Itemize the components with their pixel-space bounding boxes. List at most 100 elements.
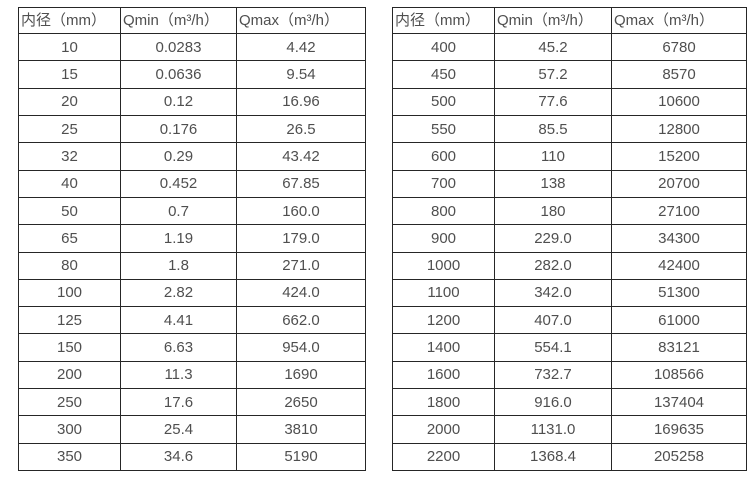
table-cell: 400 xyxy=(392,32,495,62)
table-cell: 65 xyxy=(18,224,121,253)
table-cell: 34300 xyxy=(611,224,747,253)
column-header: Qmax（m³/h） xyxy=(236,7,366,34)
column-header: Qmax（m³/h） xyxy=(611,7,747,34)
table-cell: 25 xyxy=(18,114,121,144)
table-row: 600 110 15200 xyxy=(392,142,747,171)
table-row: 1800 916.0 137404 xyxy=(392,388,747,417)
table-cell: 271.0 xyxy=(236,251,366,280)
table-cell: 57.2 xyxy=(494,60,612,89)
table-row: 40 0.452 67.85 xyxy=(18,169,366,198)
table-row: 150 6.63 954.0 xyxy=(18,333,366,362)
table-cell: 110 xyxy=(494,142,612,171)
table-cell: 43.42 xyxy=(236,142,366,171)
table-row: 2200 1368.4 205258 xyxy=(392,442,747,472)
table-cell: 15200 xyxy=(611,142,747,171)
table-cell: 2650 xyxy=(236,388,366,417)
table-cell: 26.5 xyxy=(236,114,366,144)
table-cell: 40 xyxy=(18,169,121,198)
table-row: 1100 342.0 51300 xyxy=(392,278,747,308)
column-header: Qmin（m³/h） xyxy=(120,7,237,34)
table-cell: 16.96 xyxy=(236,87,366,116)
table-cell: 0.176 xyxy=(120,114,237,144)
table-cell: 1200 xyxy=(392,306,495,335)
table-row: 80 1.8 271.0 xyxy=(18,251,366,280)
table-cell: 51300 xyxy=(611,278,747,308)
column-header: 内径（mm） xyxy=(392,7,495,34)
table-cell: 3810 xyxy=(236,415,366,444)
table-cell: 50 xyxy=(18,196,121,226)
table-row: 1400 554.1 83121 xyxy=(392,333,747,362)
table-cell: 229.0 xyxy=(494,224,612,253)
table-cell: 138 xyxy=(494,169,612,198)
table-cell: 100 xyxy=(18,278,121,308)
table-cell: 0.12 xyxy=(120,87,237,116)
table-row: 1600 732.7 108566 xyxy=(392,360,747,390)
table-cell: 600 xyxy=(392,142,495,171)
table-cell: 1000 xyxy=(392,251,495,280)
table-cell: 8570 xyxy=(611,60,747,89)
table-row: 350 34.6 5190 xyxy=(18,442,366,472)
flow-rate-table-small-diameters: 内径（mm） Qmin（m³/h） Qmax（m³/h） 10 0.0283 4.42 15… xyxy=(18,7,366,472)
table-cell: 10 xyxy=(18,32,121,62)
table-cell: 1.8 xyxy=(120,251,237,280)
column-header: Qmin（m³/h） xyxy=(494,7,612,34)
table-cell: 20 xyxy=(18,87,121,116)
table-cell: 125 xyxy=(18,306,121,335)
table-row: 125 4.41 662.0 xyxy=(18,306,366,335)
table-row: 200 11.3 1690 xyxy=(18,360,366,390)
table-row: 550 85.5 12800 xyxy=(392,114,747,144)
table-cell: 32 xyxy=(18,142,121,171)
table-cell: 200 xyxy=(18,360,121,390)
table-cell: 80 xyxy=(18,251,121,280)
table-cell: 350 xyxy=(18,442,121,472)
table-cell: 550 xyxy=(392,114,495,144)
table-cell: 407.0 xyxy=(494,306,612,335)
table-cell: 25.4 xyxy=(120,415,237,444)
table-cell: 900 xyxy=(392,224,495,253)
header-row: 内径（mm） Qmin（m³/h） Qmax（m³/h） xyxy=(392,7,747,34)
table-row: 50 0.7 160.0 xyxy=(18,196,366,226)
table-cell: 1600 xyxy=(392,360,495,390)
table-row: 250 17.6 2650 xyxy=(18,388,366,417)
table-cell: 916.0 xyxy=(494,388,612,417)
table-cell: 20700 xyxy=(611,169,747,198)
table-cell: 160.0 xyxy=(236,196,366,226)
table-cell: 9.54 xyxy=(236,60,366,89)
table-cell: 282.0 xyxy=(494,251,612,280)
table-cell: 0.7 xyxy=(120,196,237,226)
table-row: 25 0.176 26.5 xyxy=(18,114,366,144)
table-cell: 732.7 xyxy=(494,360,612,390)
table-cell: 27100 xyxy=(611,196,747,226)
table-cell: 150 xyxy=(18,333,121,362)
table-cell: 11.3 xyxy=(120,360,237,390)
table-cell: 1400 xyxy=(392,333,495,362)
table-cell: 85.5 xyxy=(494,114,612,144)
table-cell: 450 xyxy=(392,60,495,89)
header-row: 内径（mm） Qmin（m³/h） Qmax（m³/h） xyxy=(18,7,366,34)
table-cell: 137404 xyxy=(611,388,747,417)
table-cell: 250 xyxy=(18,388,121,417)
table-cell: 1800 xyxy=(392,388,495,417)
table-row: 900 229.0 34300 xyxy=(392,224,747,253)
table-cell: 954.0 xyxy=(236,333,366,362)
table-row: 10 0.0283 4.42 xyxy=(18,32,366,62)
table-cell: 1.19 xyxy=(120,224,237,253)
table-row: 400 45.2 6780 xyxy=(392,32,747,62)
table-row: 450 57.2 8570 xyxy=(392,60,747,89)
table-row: 1200 407.0 61000 xyxy=(392,306,747,335)
table-cell: 42400 xyxy=(611,251,747,280)
table-cell: 500 xyxy=(392,87,495,116)
table-cell: 15 xyxy=(18,60,121,89)
table-row: 15 0.0636 9.54 xyxy=(18,60,366,89)
table-cell: 6780 xyxy=(611,32,747,62)
table-cell: 1368.4 xyxy=(494,442,612,472)
table-row: 800 180 27100 xyxy=(392,196,747,226)
table-cell: 83121 xyxy=(611,333,747,362)
table-cell: 1131.0 xyxy=(494,415,612,444)
table-cell: 342.0 xyxy=(494,278,612,308)
table-cell: 0.29 xyxy=(120,142,237,171)
column-header: 内径（mm） xyxy=(18,7,121,34)
table-cell: 554.1 xyxy=(494,333,612,362)
table-row: 65 1.19 179.0 xyxy=(18,224,366,253)
table-cell: 108566 xyxy=(611,360,747,390)
